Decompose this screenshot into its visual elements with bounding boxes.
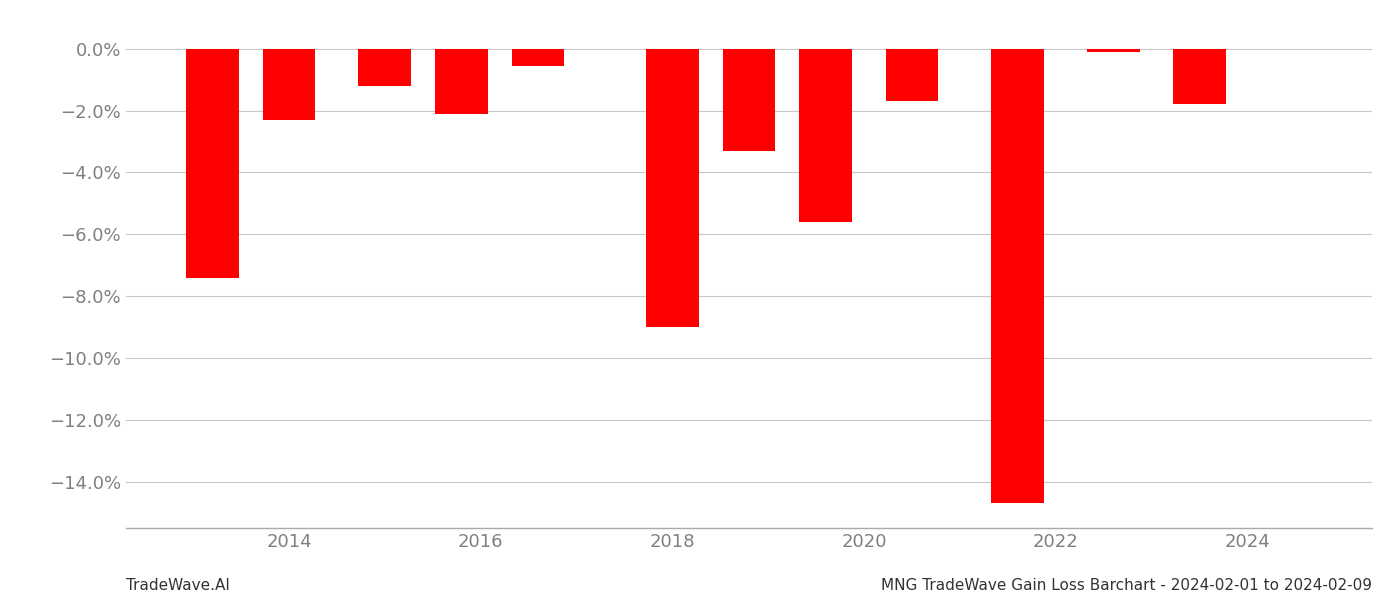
- Bar: [435, 49, 487, 113]
- Bar: [991, 49, 1044, 503]
- Bar: [645, 49, 699, 327]
- Bar: [1086, 49, 1140, 52]
- Bar: [263, 49, 315, 120]
- Bar: [886, 49, 938, 101]
- Text: MNG TradeWave Gain Loss Barchart - 2024-02-01 to 2024-02-09: MNG TradeWave Gain Loss Barchart - 2024-…: [881, 578, 1372, 593]
- Text: TradeWave.AI: TradeWave.AI: [126, 578, 230, 593]
- Bar: [186, 49, 238, 278]
- Bar: [1173, 49, 1226, 104]
- Bar: [799, 49, 853, 222]
- Bar: [358, 49, 412, 86]
- Bar: [722, 49, 776, 151]
- Bar: [512, 49, 564, 66]
